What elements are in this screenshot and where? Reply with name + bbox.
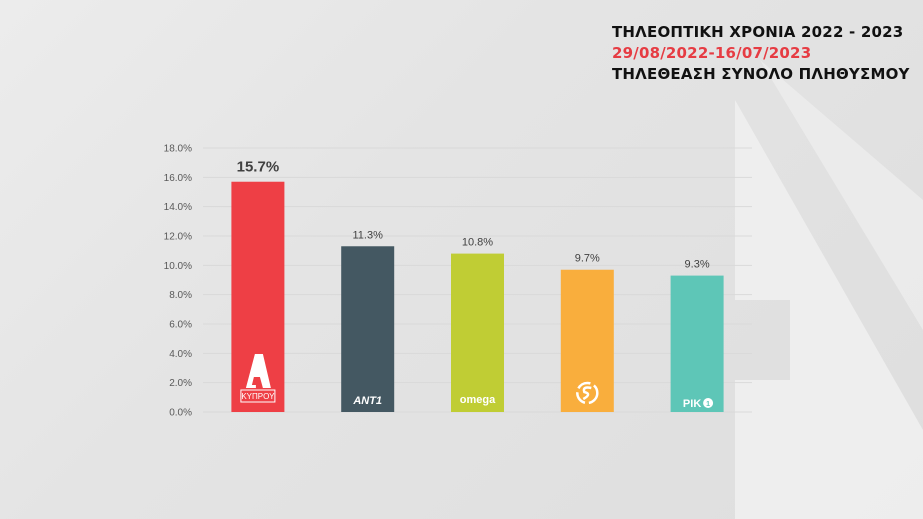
header-title: ΤΗΛΕΟΠΤΙΚΗ ΧΡΟΝΙΑ 2022 - 2023 (612, 23, 904, 41)
ant1-logo-icon: ANT1 (352, 395, 382, 407)
y-tick-label: 14.0% (164, 202, 192, 213)
bar (341, 246, 395, 412)
bar (560, 269, 614, 412)
y-tick-label: 2.0% (169, 378, 192, 389)
bar (231, 181, 285, 412)
alpha-logo-icon: ΚΥΠΡΟΥ (240, 354, 276, 403)
data-label: 11.3% (353, 229, 384, 241)
svg-text:omega: omega (460, 394, 496, 406)
header-dates: 29/08/2022-16/07/2023 (612, 44, 812, 62)
bar (451, 253, 504, 412)
y-tick-label: 0.0% (169, 408, 192, 419)
omega-logo-icon: omega (460, 394, 496, 406)
y-tick-label: 8.0% (169, 290, 192, 301)
y-tick-label: 12.0% (164, 232, 192, 243)
data-label: 9.7% (575, 253, 600, 265)
data-label: 9.3% (685, 259, 710, 271)
svg-text:ΚΥΠΡΟΥ: ΚΥΠΡΟΥ (241, 392, 275, 401)
bar (670, 275, 724, 412)
y-tick-label: 4.0% (169, 349, 192, 360)
chart-header: ΤΗΛΕΟΠΤΙΚΗ ΧΡΟΝΙΑ 2022 - 2023 29/08/2022… (612, 22, 912, 85)
y-tick-label: 10.0% (164, 261, 192, 272)
rik1-logo-icon: ΡΙΚ 1 (683, 398, 714, 410)
header-subtitle: ΤΗΛΕΘΕΑΣΗ ΣΥΝΟΛΟ ΠΛΗΘΥΣΜΟΥ (612, 65, 910, 83)
y-tick-label: 6.0% (169, 320, 192, 331)
svg-text:1: 1 (706, 401, 710, 408)
y-tick-label: 16.0% (164, 173, 192, 184)
sigma-logo-icon (576, 381, 599, 405)
y-tick-label: 18.0% (164, 144, 192, 155)
data-label: 10.8% (462, 237, 493, 249)
data-label: 15.7% (237, 159, 280, 176)
svg-text:ANT1: ANT1 (352, 395, 382, 407)
svg-text:ΡΙΚ: ΡΙΚ (683, 398, 701, 410)
